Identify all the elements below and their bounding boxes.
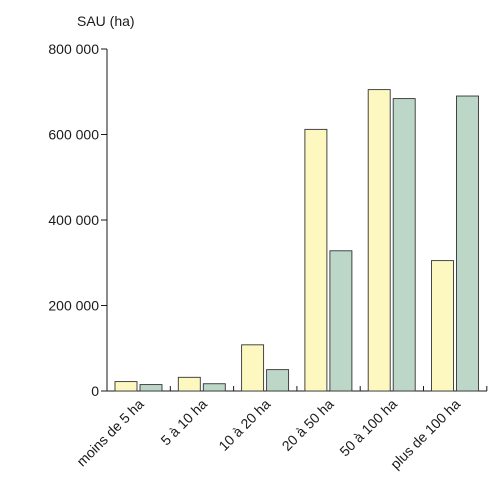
x-tick-label: moins de 5 ha: [73, 396, 147, 470]
x-tick-label: 50 à 100 ha: [336, 396, 400, 460]
plot-area: 0 200 000 400 000 600 000 800 000 moins de 5 …: [48, 41, 488, 472]
bar-1: [367, 89, 391, 392]
x-tick-label: 10 à 20 ha: [215, 396, 273, 454]
bar-2: [392, 98, 416, 392]
y-tick-label: 800 000: [48, 41, 99, 57]
bar-2: [202, 383, 226, 392]
bar-2: [266, 369, 290, 392]
x-tick-label: 5 à 10 ha: [157, 396, 210, 449]
bar-1: [431, 260, 454, 392]
bar-2: [329, 250, 353, 392]
y-axis-title: SAU (ha): [77, 13, 135, 29]
y-tick-label: 0: [91, 383, 99, 399]
bar-1: [177, 376, 201, 392]
bar-1: [241, 344, 265, 392]
y-tick-label: 400 000: [48, 212, 99, 228]
y-tick-label: 600 000: [48, 127, 99, 143]
bar-1: [114, 381, 138, 392]
y-tick-label: 200 000: [48, 298, 99, 314]
x-tick-label: 20 à 50 ha: [279, 396, 337, 454]
bar-1: [304, 128, 328, 392]
bar-2: [139, 384, 163, 392]
bar-2: [456, 95, 479, 392]
